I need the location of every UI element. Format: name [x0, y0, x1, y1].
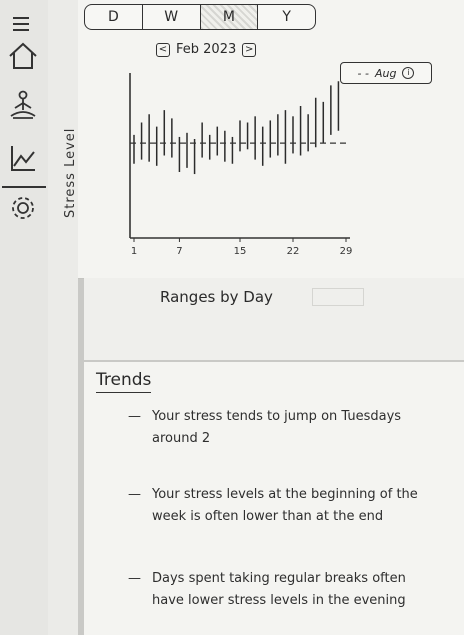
range-chart: 1 7 15 22 29	[129, 73, 353, 256]
stress-level-label: Stress Level	[63, 127, 78, 218]
x-tick-label: 29	[340, 246, 353, 256]
trend-text: Your stress tends to jump on Tuesdays ar…	[152, 409, 402, 446]
caption-box	[312, 288, 364, 306]
tab-week[interactable]: W	[143, 5, 201, 29]
tab-day[interactable]: D	[85, 5, 143, 29]
month-label: Feb 2023	[176, 42, 237, 57]
home-icon[interactable]	[5, 38, 41, 74]
meditation-icon[interactable]	[5, 88, 41, 124]
caption-panel	[84, 278, 464, 360]
x-tick-label: 7	[176, 246, 182, 256]
dashed-line-icon: - -	[357, 66, 369, 80]
trend-item: — Your stress tends to jump on Tuesdays a…	[128, 406, 428, 450]
trend-item: — Days spent taking regular breaks often …	[128, 568, 428, 612]
trend-item: — Your stress levels at the beginning of …	[128, 484, 428, 528]
menu-icon[interactable]	[5, 6, 41, 42]
tab-year[interactable]: Y	[282, 9, 291, 25]
prev-month-button[interactable]: <	[156, 42, 170, 57]
stress-strip	[48, 0, 78, 635]
sidebar	[0, 0, 49, 635]
trends-panel	[84, 362, 464, 635]
x-tick-label: 15	[234, 246, 247, 256]
chart-caption: Ranges by Day	[160, 288, 273, 306]
trends-title: Trends	[96, 370, 152, 393]
period-tabs: D W M Y	[84, 4, 316, 30]
trend-text: Your stress levels at the beginning of t…	[152, 487, 418, 524]
tab-month[interactable]: M	[200, 5, 259, 29]
chart-icon[interactable]	[5, 140, 41, 176]
settings-icon[interactable]	[5, 190, 41, 226]
x-tick-label: 1	[131, 246, 137, 256]
info-icon[interactable]: i	[402, 67, 415, 79]
next-month-button[interactable]: >	[242, 42, 257, 57]
average-label: Aug	[374, 66, 397, 80]
sidebar-divider	[2, 186, 46, 188]
month-nav: < Feb 2023 >	[156, 42, 257, 57]
trend-text: Days spent taking regular breaks often h…	[152, 571, 406, 608]
average-toggle[interactable]: - - Aug i	[340, 62, 432, 84]
x-tick-label: 22	[287, 246, 300, 256]
